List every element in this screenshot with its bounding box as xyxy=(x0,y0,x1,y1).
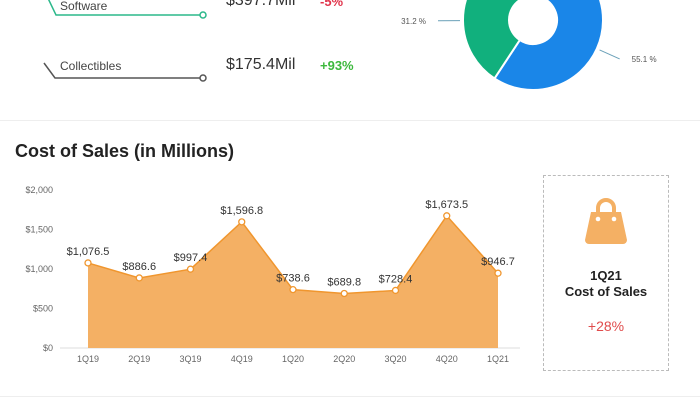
x-tick-label: 3Q20 xyxy=(384,354,406,364)
shopping-bag-icon xyxy=(585,198,627,244)
donut-slice xyxy=(462,0,522,80)
data-point xyxy=(135,274,143,282)
y-tick-label: $2,000 xyxy=(25,185,53,195)
x-tick-label: 1Q20 xyxy=(282,354,304,364)
data-point xyxy=(186,265,195,273)
y-tick-label: $1,000 xyxy=(25,264,53,274)
y-tick-label: $500 xyxy=(33,304,53,314)
y-tick-label: $1,500 xyxy=(25,225,53,235)
data-label: $886.6 xyxy=(122,261,156,273)
slice-leader-line xyxy=(599,49,620,60)
slice-label: 55.1 % xyxy=(632,55,657,64)
data-point xyxy=(289,286,297,294)
x-tick-label: 4Q19 xyxy=(231,354,253,364)
x-tick-label: 2Q20 xyxy=(333,354,355,364)
segment-change: -5% xyxy=(320,0,344,9)
slice-label: 31.2 % xyxy=(401,17,426,26)
data-point xyxy=(494,269,502,277)
data-point xyxy=(391,286,400,295)
x-tick-label: 1Q21 xyxy=(487,354,509,364)
divider xyxy=(0,120,700,121)
x-tick-label: 3Q19 xyxy=(179,354,201,364)
data-label: $946.7 xyxy=(481,256,515,268)
card-label: Cost of Sales xyxy=(564,284,648,299)
collectibles-leader-line xyxy=(43,62,207,82)
data-label: $728.4 xyxy=(379,273,413,285)
data-label: $689.8 xyxy=(327,277,361,289)
summary-card: 1Q21 Cost of Sales +28% xyxy=(543,175,669,371)
cost-of-sales-chart: $0 $500 $1,000 $1,500 $2,000 $1,076.5 1Q19 $886… xyxy=(25,185,520,364)
software-leader-line xyxy=(47,0,207,19)
y-tick-label: $0 xyxy=(43,343,53,353)
area-fill xyxy=(88,215,498,348)
data-point xyxy=(238,218,246,226)
donut-slice xyxy=(493,0,604,91)
data-point xyxy=(84,259,92,267)
card-change: +28% xyxy=(587,318,625,334)
donut-chart: 55.1 % 31.2 % xyxy=(401,0,657,91)
data-label: $1,596.8 xyxy=(220,205,263,217)
segment-change: +93% xyxy=(320,58,354,73)
x-tick-label: 1Q19 xyxy=(77,354,99,364)
divider xyxy=(0,396,700,397)
segment-label: Collectibles xyxy=(60,59,122,73)
segment-value: $397.7Mil xyxy=(226,0,296,9)
segment-label: Software xyxy=(60,0,108,13)
x-tick-label: 2Q19 xyxy=(128,354,150,364)
data-point xyxy=(340,289,348,298)
data-point xyxy=(443,212,451,220)
data-label: $997.4 xyxy=(174,252,208,264)
x-tick-label: 4Q20 xyxy=(436,354,458,364)
segment-value: $175.4Mil xyxy=(226,56,296,73)
data-label: $1,076.5 xyxy=(67,246,110,258)
data-label: $738.6 xyxy=(276,273,310,285)
data-label: $1,673.5 xyxy=(425,199,468,211)
section-title: Cost of Sales (in Millions) xyxy=(15,141,235,161)
card-period: 1Q21 xyxy=(590,268,622,283)
